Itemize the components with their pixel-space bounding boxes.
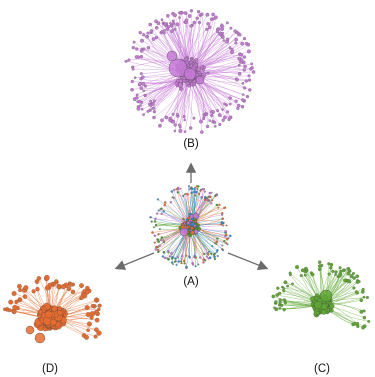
nodes [149,185,232,270]
nodes [271,260,371,330]
arrow-a-to-d [114,252,155,270]
arrows [114,162,269,270]
nodes [3,274,102,344]
network-c [271,260,371,330]
panel-label-c: (C) [314,363,330,375]
network-d [3,274,102,344]
nodes [124,9,256,134]
panel-label-b: (B) [183,138,199,150]
network-b [124,9,256,134]
arrow-a-to-c [227,252,269,270]
network-a [149,185,232,270]
panel-label-d: (D) [42,363,58,375]
panel-label-a: (A) [183,276,199,288]
